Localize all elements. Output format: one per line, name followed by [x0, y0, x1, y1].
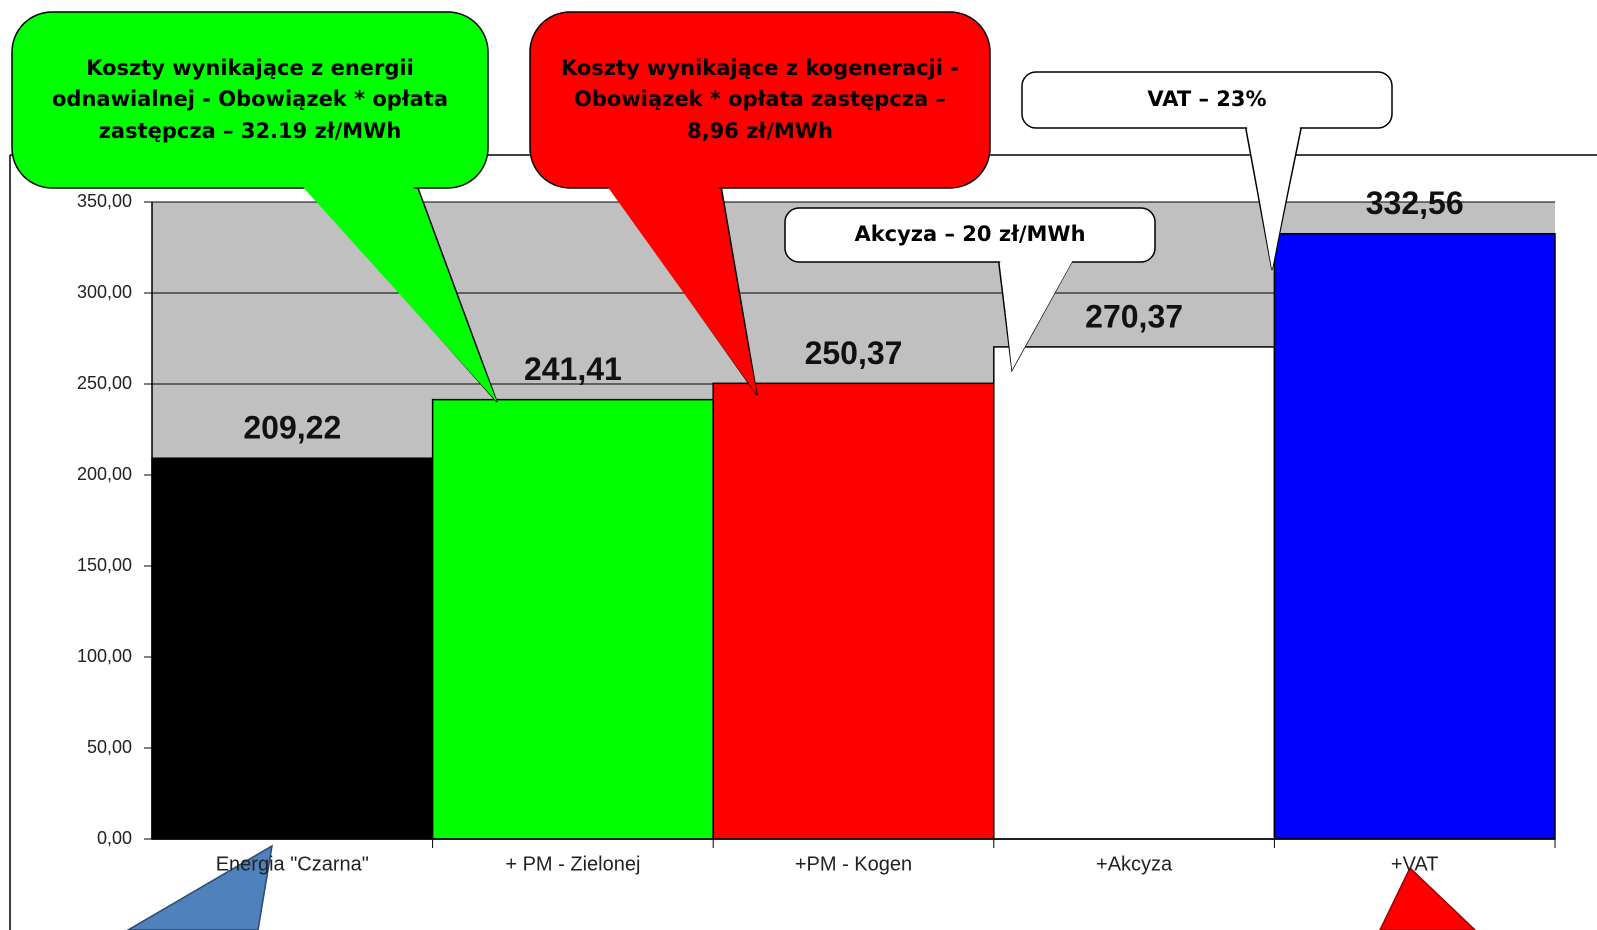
callout: Koszty wynikające z energii odnawialnej … — [11, 11, 498, 403]
value-label: 250,37 — [805, 335, 903, 371]
y-tick-label: 150,00 — [77, 555, 132, 575]
y-tick-label: 350,00 — [77, 191, 132, 211]
callout: Koszty wynikające z kogeneracji - Obowią… — [529, 11, 991, 396]
value-label: 332,56 — [1366, 185, 1464, 221]
annotation: VAT – 23% — [1147, 87, 1267, 112]
x-tick-label: +PM - Kogen — [795, 853, 912, 875]
x-tick-label: +VAT — [1391, 853, 1439, 875]
x-tick-label: + PM - Zielonej — [505, 853, 640, 875]
bar — [151, 457, 434, 840]
y-tick-label: 250,00 — [77, 373, 132, 393]
bar — [712, 382, 995, 840]
bar — [1273, 232, 1556, 840]
y-tick-label: 200,00 — [77, 464, 132, 484]
annotation: Akcyza – 20 zł/MWh — [854, 222, 1086, 247]
y-tick-label: 0,00 — [97, 828, 132, 848]
value-label: 241,41 — [524, 351, 622, 387]
bar — [993, 346, 1276, 840]
bar — [431, 398, 714, 840]
value-label: 209,22 — [243, 410, 341, 446]
arrow — [126, 844, 274, 930]
annotation: Koszty wynikające z kogeneracji - Obowią… — [560, 55, 960, 143]
annotation: Koszty wynikające z energii odnawialnej … — [51, 55, 449, 143]
y-tick-label: 100,00 — [77, 646, 132, 666]
x-tick-label: +Akcyza — [1096, 853, 1173, 875]
y-tick-label: 50,00 — [87, 737, 132, 757]
arrow — [1379, 866, 1477, 930]
x-tick-label: Energia "Czarna" — [216, 853, 369, 875]
value-label: 270,37 — [1085, 298, 1183, 334]
callout: Akcyza – 20 zł/MWh — [784, 207, 1156, 373]
y-tick-label: 300,00 — [77, 282, 132, 302]
callout: VAT – 23% — [1021, 71, 1393, 271]
